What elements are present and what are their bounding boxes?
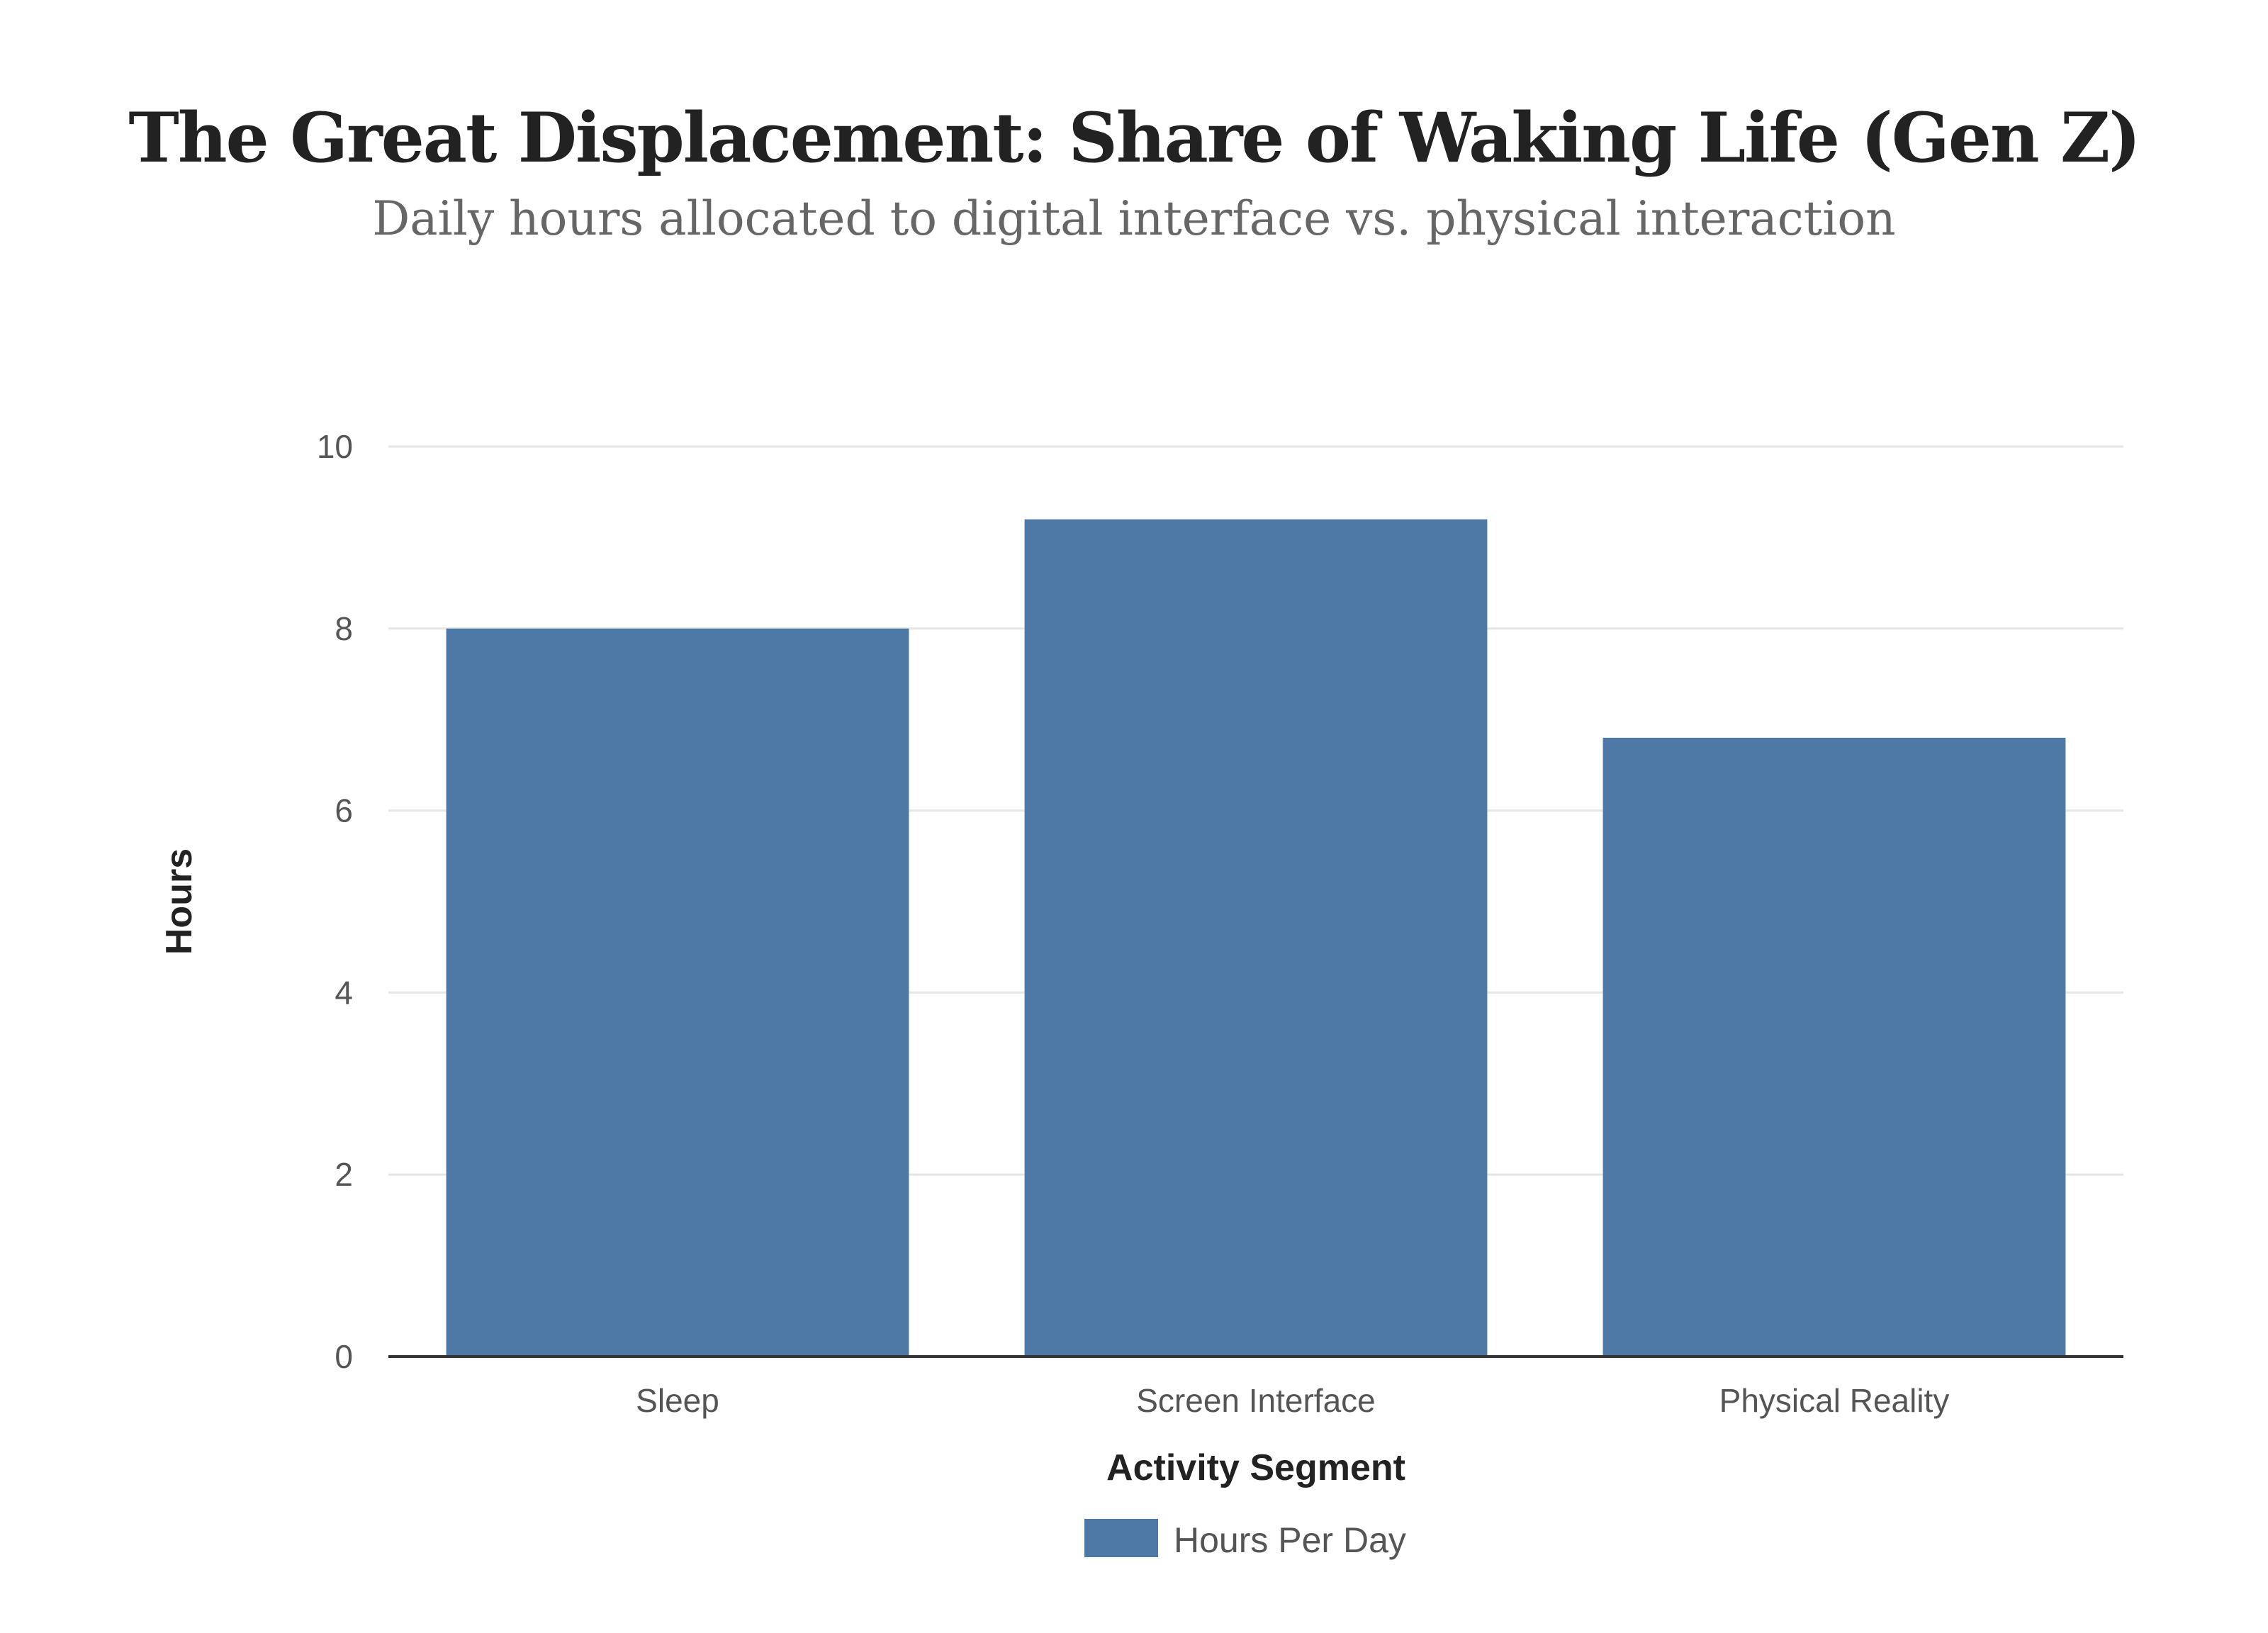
x-axis-title: Activity Segment bbox=[1106, 1447, 1405, 1488]
x-tick-label: Sleep bbox=[636, 1382, 719, 1419]
x-axis-ticks: Sleep Screen Interface Physical Reality bbox=[636, 1382, 1949, 1419]
y-axis-title: Hours bbox=[159, 848, 200, 955]
y-tick-label: 0 bbox=[335, 1338, 353, 1375]
y-tick-label: 10 bbox=[317, 428, 353, 465]
y-tick-label: 4 bbox=[335, 974, 353, 1011]
bar-physical-reality bbox=[1602, 737, 2066, 1357]
x-tick-label: Screen Interface bbox=[1136, 1382, 1376, 1419]
legend-swatch bbox=[1084, 1519, 1158, 1557]
x-tick-label: Physical Reality bbox=[1719, 1382, 1950, 1419]
y-axis-ticks: 0 2 4 6 8 10 bbox=[317, 428, 353, 1375]
bar-series bbox=[446, 519, 2066, 1357]
chart-title: The Great Displacement: Share of Waking … bbox=[128, 98, 2140, 178]
legend-label: Hours Per Day bbox=[1174, 1520, 1406, 1560]
y-tick-label: 2 bbox=[335, 1156, 353, 1193]
legend: Hours Per Day bbox=[1084, 1519, 1406, 1560]
y-tick-label: 8 bbox=[335, 610, 353, 647]
bar-sleep bbox=[446, 628, 909, 1357]
bar-screen-interface bbox=[1024, 519, 1488, 1357]
chart-subtitle: Daily hours allocated to digital interfa… bbox=[372, 191, 1896, 246]
y-tick-label: 6 bbox=[335, 792, 353, 829]
